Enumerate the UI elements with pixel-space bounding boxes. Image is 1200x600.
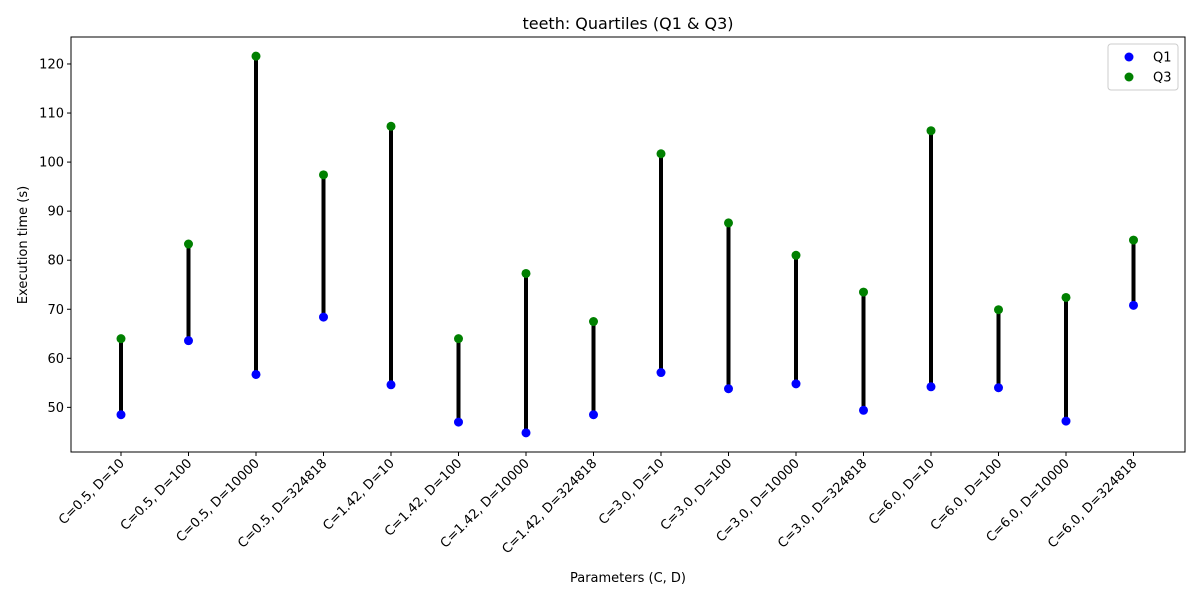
legend-label-q1: Q1: [1153, 51, 1172, 66]
q3-point: [791, 250, 801, 260]
q3-point: [386, 121, 396, 131]
y-tick-label: 100: [39, 156, 64, 171]
q3-point: [859, 287, 868, 297]
x-axis-label: Parameters (C, D): [570, 571, 686, 586]
x-tick-label: C=0.5, D=100: [118, 456, 196, 534]
q1-point: [1061, 416, 1071, 426]
y-tick-label: 120: [39, 57, 64, 72]
q3-point: [1129, 235, 1138, 245]
y-axis: 50 60 70 80 90 100 110 120: [39, 57, 71, 416]
q1-point: [386, 380, 396, 390]
x-tick-label: C=0.5, D=10: [56, 456, 128, 528]
q1-point: [589, 410, 598, 420]
q1-point: [319, 312, 328, 322]
y-tick-label: 110: [39, 107, 64, 122]
x-tick-label: C=6.0, D=100: [928, 456, 1006, 534]
legend-marker-q3: [1124, 72, 1134, 82]
q1-point: [251, 369, 261, 379]
y-tick-label: 60: [47, 352, 64, 367]
q1-point: [656, 368, 666, 378]
q3-point: [994, 305, 1003, 315]
q3-point: [184, 239, 193, 249]
y-tick-label: 80: [47, 254, 64, 269]
q3-point: [251, 51, 261, 61]
q3-point: [116, 334, 126, 344]
y-tick-label: 90: [47, 205, 64, 220]
q1-point: [1129, 300, 1138, 310]
q3-point: [1061, 292, 1071, 302]
q1-point: [521, 428, 531, 438]
chart-title: teeth: Quartiles (Q1 & Q3): [522, 14, 733, 33]
y-tick-label: 70: [47, 303, 64, 318]
q1-point: [724, 384, 733, 394]
q3-point: [926, 126, 936, 136]
q1-point: [791, 379, 801, 389]
legend-marker-q1: [1124, 52, 1134, 62]
x-tick-label: C=3.0, D=10: [596, 456, 668, 528]
q1-point: [926, 382, 936, 392]
plot-frame: [70, 36, 1186, 453]
q3-point: [319, 170, 328, 180]
q3-point: [656, 149, 666, 159]
q1-point: [859, 405, 868, 415]
x-tick-label: C=6.0, D=10: [866, 456, 938, 528]
q1-point: [116, 410, 126, 420]
y-tick-label: 50: [47, 401, 64, 416]
x-tick-label: C=3.0, D=100: [658, 456, 736, 534]
q1-point: [994, 383, 1003, 393]
q3-point: [724, 218, 733, 228]
q1-point: [184, 336, 193, 346]
q3-point: [589, 317, 598, 327]
q3-point: [454, 334, 463, 344]
y-axis-label: Execution time (s): [16, 186, 31, 304]
x-tick-label: C=1.42, D=10: [320, 456, 398, 534]
legend-label-q3: Q3: [1153, 71, 1172, 86]
q1-point: [454, 417, 463, 427]
q3-point: [521, 268, 531, 278]
plot-marks: [116, 51, 1138, 438]
